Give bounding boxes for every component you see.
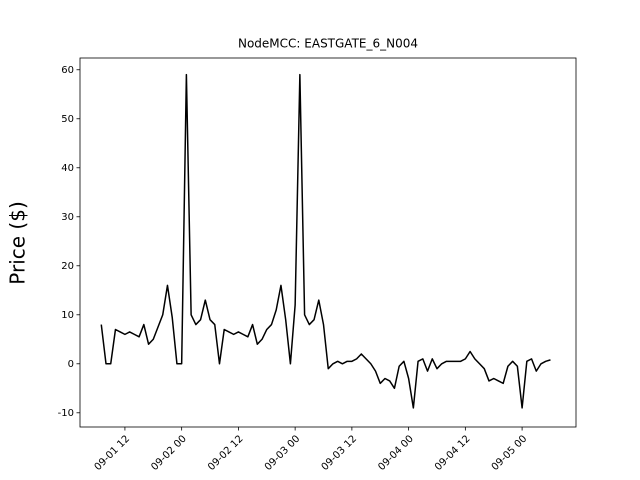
chart-title: NodeMCC: EASTGATE_6_N004	[238, 37, 418, 51]
y-tick-label: -10	[58, 408, 74, 419]
y-tick-label: 50	[61, 114, 74, 125]
y-tick-label: 30	[61, 212, 74, 223]
y-tick-label: 20	[61, 261, 74, 272]
price-line	[100, 73, 551, 409]
y-tick-label: 40	[61, 163, 74, 174]
y-tick-label: 10	[61, 310, 74, 321]
y-axis-label: Price ($)	[6, 201, 30, 284]
y-tick-label: 60	[61, 65, 74, 76]
y-tick-label: 0	[68, 359, 74, 370]
plot-frame	[79, 57, 577, 428]
